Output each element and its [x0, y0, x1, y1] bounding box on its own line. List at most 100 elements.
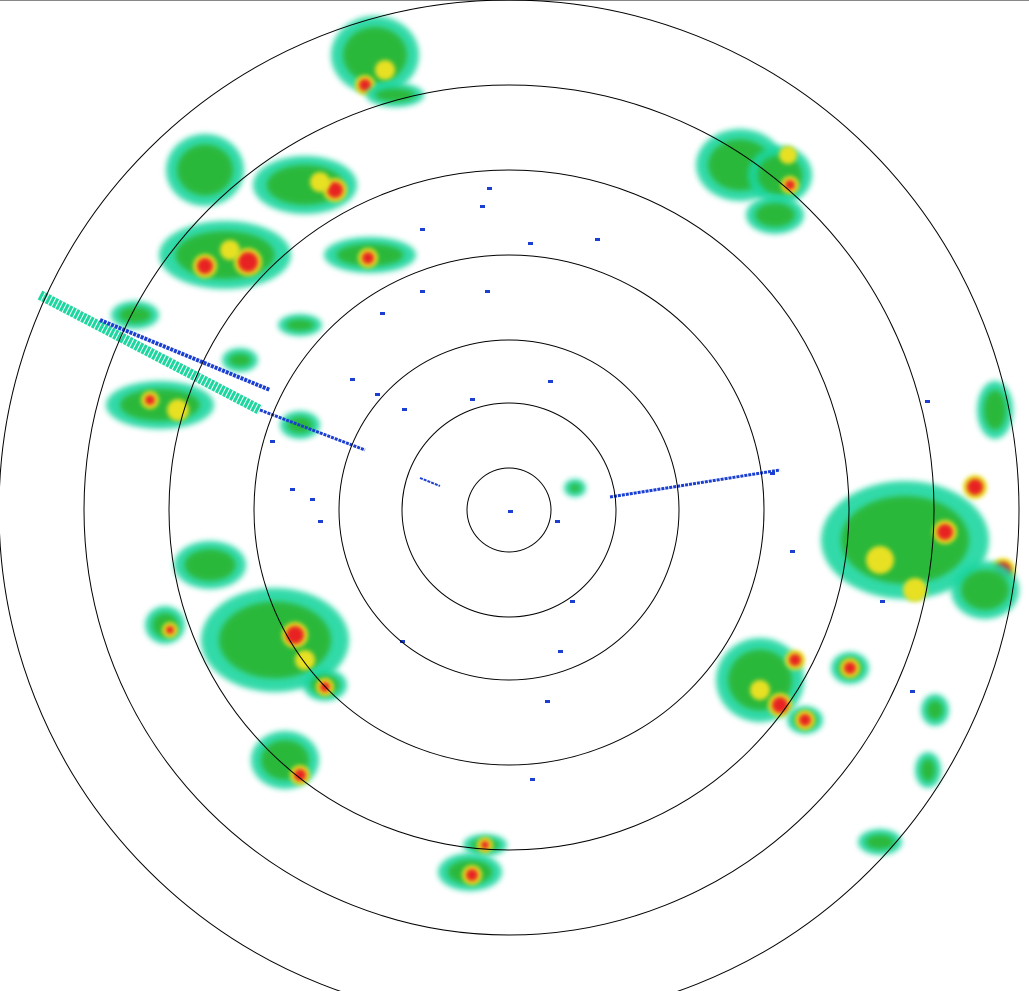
echo-intense [197, 258, 213, 274]
storm-cell [253, 156, 357, 214]
echo-moderate [219, 601, 331, 679]
weak-echo [925, 400, 930, 403]
echo-intense [799, 714, 811, 726]
weak-echo [880, 600, 885, 603]
echo-intense [772, 697, 788, 713]
weak-echo [548, 380, 553, 383]
storm-cell [463, 834, 507, 856]
echo-intense [294, 769, 306, 781]
weak-echo [270, 440, 275, 443]
echo-intense [967, 479, 983, 495]
echo-heavy [295, 650, 315, 670]
weak-echo [530, 778, 535, 781]
echo-intense [481, 841, 489, 849]
storm-cell [716, 638, 805, 722]
echo-intense [844, 662, 856, 674]
clutter-streak [259, 408, 366, 452]
storm-cell [977, 381, 1013, 439]
echo-heavy [220, 240, 240, 260]
echo-moderate [755, 203, 795, 227]
weak-echo [528, 242, 533, 245]
range-ring [466, 467, 552, 553]
echo-moderate [177, 144, 233, 196]
weak-echo [310, 498, 315, 501]
storm-cell [201, 588, 349, 692]
weak-echo [595, 238, 600, 241]
weak-echo [487, 187, 492, 190]
storm-cell [831, 652, 869, 684]
weak-echo [420, 228, 425, 231]
clutter-streak [609, 468, 781, 499]
weak-echo [480, 205, 485, 208]
storm-cell [951, 561, 1019, 619]
echo-moderate [285, 319, 315, 331]
storm-cell [746, 196, 804, 234]
clutter-streak [99, 318, 271, 392]
echo-moderate [343, 27, 407, 83]
weak-echo [545, 700, 550, 703]
weak-echo [508, 510, 513, 513]
clutter-streaks [37, 187, 930, 781]
echo-heavy [167, 399, 189, 421]
echo-intense [286, 626, 304, 644]
echo-heavy [866, 546, 894, 574]
weak-echo [375, 393, 380, 396]
precipitation-echoes [106, 16, 1019, 891]
weak-echo [770, 472, 775, 475]
echo-heavy [310, 172, 330, 192]
weak-echo [558, 650, 563, 653]
echo-moderate [865, 834, 895, 850]
echo-moderate [119, 307, 151, 323]
echo-moderate [920, 758, 936, 782]
range-ring [253, 254, 765, 766]
echo-moderate [120, 389, 200, 421]
weak-echo [570, 600, 575, 603]
storm-cell [915, 752, 941, 788]
echo-moderate [375, 88, 415, 102]
echo-intense [937, 524, 953, 540]
echo-intense [359, 79, 371, 91]
storm-cell [787, 706, 823, 734]
storm-cell [106, 381, 214, 429]
weak-echo [402, 408, 407, 411]
clutter-streak [419, 477, 441, 487]
echo-intense [785, 180, 795, 190]
echo-moderate [184, 549, 236, 581]
clutter-streak [37, 290, 263, 415]
storm-cell [166, 134, 244, 206]
storm-cell [564, 479, 586, 497]
range-ring [401, 402, 617, 618]
storm-cell [438, 853, 502, 891]
echo-heavy [750, 680, 770, 700]
range-ring [338, 339, 680, 681]
weak-echo [290, 488, 295, 491]
echo-moderate [569, 484, 581, 492]
echo-intense [327, 182, 343, 198]
weak-echo [420, 290, 425, 293]
echo-intense [466, 869, 478, 881]
storm-cell [111, 301, 159, 329]
weak-echo [380, 312, 385, 315]
storm-cell [222, 348, 258, 372]
weak-echo [350, 378, 355, 381]
range-ring [83, 84, 935, 936]
storm-cell [858, 829, 902, 855]
echo-moderate [961, 570, 1009, 610]
storm-cell [278, 314, 322, 336]
storm-cell [921, 694, 949, 726]
echo-intense [166, 626, 174, 634]
storm-cell [159, 221, 291, 289]
echo-intense [238, 252, 258, 272]
storm-cell [145, 606, 185, 644]
storm-cell [748, 146, 812, 204]
storm-cell [303, 669, 347, 701]
echo-heavy [903, 578, 927, 602]
echo-intense [145, 395, 155, 405]
echo-moderate [927, 700, 943, 720]
weak-echo [555, 520, 560, 523]
weak-echo [910, 690, 915, 693]
echo-intense [362, 252, 374, 264]
